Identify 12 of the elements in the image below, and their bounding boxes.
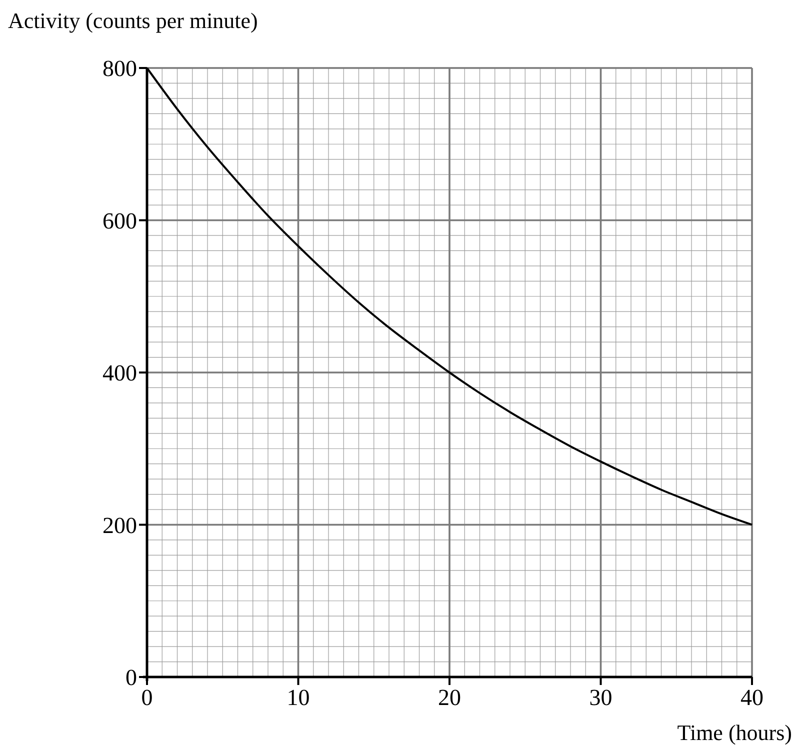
x-tick-label: 20 [438,685,461,710]
y-tick-label: 200 [102,512,137,538]
x-tick-label: 40 [740,685,764,710]
x-axis-title: Time (hours) [677,720,792,745]
x-tick-label: 10 [286,685,310,710]
x-tick-label: 0 [141,685,153,710]
y-tick-label: 800 [102,56,137,81]
y-tick-label: 400 [102,360,137,386]
y-axis-title: Activity (counts per minute) [8,8,258,33]
y-tick-label: 600 [102,208,137,234]
y-tick-label: 0 [126,665,137,690]
x-tick-label: 30 [589,685,612,710]
